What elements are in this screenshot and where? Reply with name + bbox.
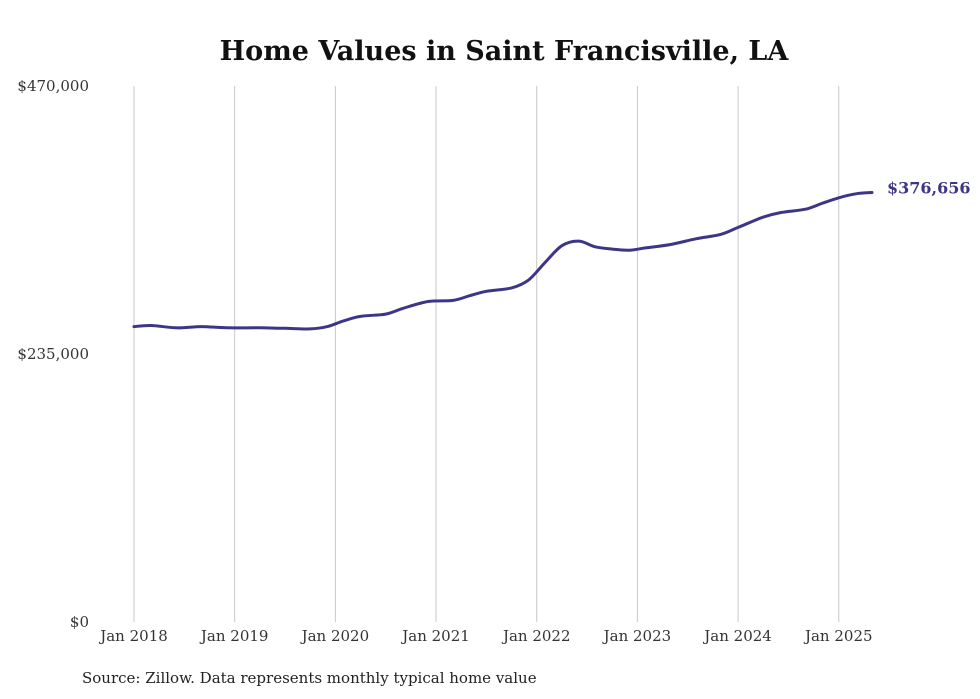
x-tick-label: Jan 2023 xyxy=(602,627,672,645)
chart-title: Home Values in Saint Francisville, LA xyxy=(220,36,790,67)
x-tick-label: Jan 2018 xyxy=(98,627,168,645)
x-tick-label: Jan 2020 xyxy=(300,627,370,645)
x-tick-label: Jan 2019 xyxy=(199,627,269,645)
x-tick-label: Jan 2024 xyxy=(702,627,772,645)
y-axis: $0 $235,000 $470,000 xyxy=(17,77,89,631)
home-value-line xyxy=(132,191,874,331)
x-tick-label: Jan 2021 xyxy=(400,627,470,645)
y-tick-label: $0 xyxy=(70,613,89,631)
x-tick-label: Jan 2025 xyxy=(803,627,873,645)
x-tick-label: Jan 2022 xyxy=(501,627,571,645)
x-axis: Jan 2018 Jan 2019 Jan 2020 Jan 2021 Jan 2022… xyxy=(98,627,872,645)
gridlines xyxy=(133,86,840,622)
y-tick-label: $470,000 xyxy=(17,77,89,95)
latest-value-label: $376,656 xyxy=(887,178,971,197)
y-tick-label: $235,000 xyxy=(17,345,89,363)
source-note: Source: Zillow. Data represents monthly … xyxy=(82,669,537,687)
